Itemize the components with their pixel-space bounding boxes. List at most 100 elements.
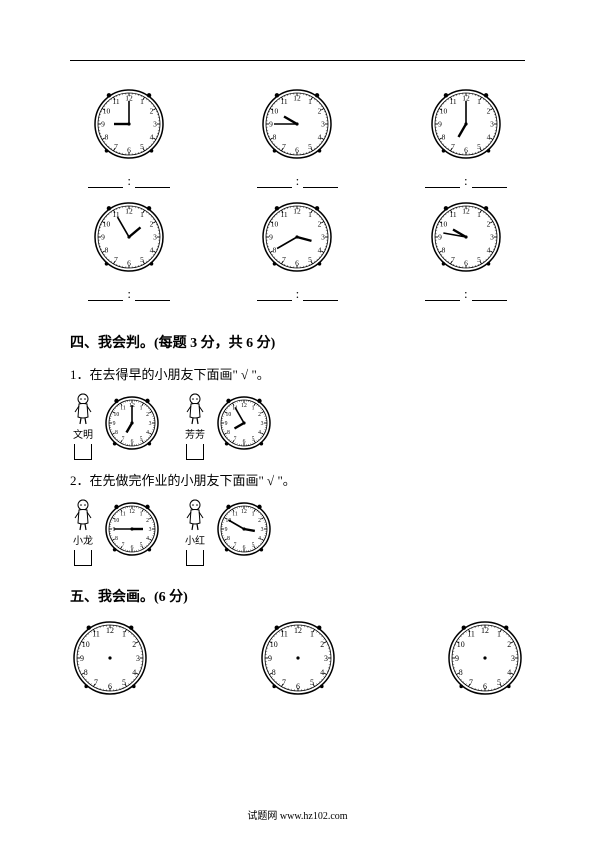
hour-blank[interactable] — [257, 174, 292, 188]
svg-text:8: 8 — [441, 246, 445, 255]
svg-text:7: 7 — [122, 437, 125, 443]
check-box[interactable] — [74, 550, 92, 566]
child-name: 芳芳 — [185, 426, 205, 441]
kid-clock-pair: 小龙123456789101112 — [70, 497, 162, 566]
clock-cell: 123456789101112: — [407, 86, 525, 189]
check-box[interactable] — [186, 550, 204, 566]
svg-text:3: 3 — [153, 120, 157, 129]
minute-blank[interactable] — [472, 287, 507, 301]
svg-text:10: 10 — [269, 640, 277, 649]
clock-cell: 123456789101112: — [407, 199, 525, 302]
svg-text:3: 3 — [261, 421, 264, 427]
page-content: 123456789101112:123456789101112:12345678… — [0, 0, 595, 733]
svg-text:5: 5 — [122, 678, 126, 687]
svg-text:10: 10 — [457, 640, 465, 649]
svg-text:9: 9 — [268, 654, 272, 663]
check-box[interactable] — [186, 444, 204, 460]
svg-text:2: 2 — [258, 518, 261, 524]
check-box[interactable] — [74, 444, 92, 460]
svg-text:8: 8 — [115, 536, 118, 542]
svg-text:12: 12 — [241, 403, 247, 409]
svg-text:4: 4 — [507, 668, 511, 677]
time-separator: : — [296, 286, 300, 302]
kid-clock-pair: 芳芳123456789101112 — [182, 391, 274, 460]
svg-text:3: 3 — [149, 421, 152, 427]
svg-text:9: 9 — [80, 654, 84, 663]
child-name: 小红 — [185, 532, 205, 547]
section3-clock-grid: 123456789101112:123456789101112:12345678… — [70, 86, 525, 302]
clock-icon: 123456789101112 — [214, 499, 274, 564]
child-block: 芳芳 — [182, 391, 208, 460]
kid-clock-pair: 小红 123456789101112 — [182, 497, 274, 566]
svg-text:3: 3 — [153, 233, 157, 242]
blank-clock[interactable]: 123456789101112 — [258, 618, 338, 703]
svg-text:11: 11 — [120, 405, 126, 411]
svg-text:12: 12 — [129, 509, 135, 515]
minute-blank[interactable] — [303, 287, 338, 301]
svg-text:1: 1 — [252, 405, 255, 411]
hour-blank[interactable] — [425, 174, 460, 188]
svg-text:9: 9 — [101, 233, 105, 242]
clock-icon: 123456789101112 — [428, 86, 504, 167]
svg-text:4: 4 — [146, 536, 149, 542]
svg-text:10: 10 — [103, 220, 111, 229]
svg-text:4: 4 — [318, 246, 322, 255]
hour-blank[interactable] — [425, 287, 460, 301]
svg-text:8: 8 — [105, 133, 109, 142]
svg-text:4: 4 — [146, 430, 149, 436]
svg-text:4: 4 — [150, 133, 154, 142]
svg-text:1: 1 — [140, 405, 143, 411]
svg-text:8: 8 — [115, 430, 118, 436]
hour-blank[interactable] — [257, 287, 292, 301]
time-blank-row: : — [70, 286, 188, 302]
page-footer: 试题网 www.hz102.com — [0, 807, 595, 822]
svg-text:9: 9 — [438, 233, 442, 242]
svg-text:2: 2 — [318, 107, 322, 116]
svg-text:8: 8 — [273, 133, 277, 142]
svg-text:3: 3 — [322, 120, 326, 129]
svg-text:2: 2 — [486, 107, 490, 116]
time-blank-row: : — [407, 286, 525, 302]
svg-text:2: 2 — [146, 412, 149, 418]
minute-blank[interactable] — [135, 174, 170, 188]
svg-text:8: 8 — [84, 668, 88, 677]
svg-text:4: 4 — [258, 430, 261, 436]
svg-text:7: 7 — [451, 255, 455, 264]
svg-text:5: 5 — [310, 678, 314, 687]
clock-cell: 123456789101112: — [238, 199, 356, 302]
svg-text:11: 11 — [281, 210, 288, 219]
blank-clock[interactable]: 123456789101112 — [445, 618, 525, 703]
section5-clock-row: 1234567891011121234567891011121234567891… — [70, 618, 525, 703]
child-icon — [182, 497, 208, 531]
svg-text:2: 2 — [150, 220, 154, 229]
clock-icon: 123456789101112 — [259, 86, 335, 167]
svg-text:9: 9 — [270, 233, 274, 242]
svg-text:3: 3 — [490, 233, 494, 242]
svg-text:3: 3 — [149, 527, 152, 533]
child-icon — [182, 391, 208, 425]
svg-text:3: 3 — [261, 527, 264, 533]
hour-blank[interactable] — [88, 174, 123, 188]
section4-q2-row: 小龙 123456789101112 小红 123456789101112 — [70, 497, 525, 566]
svg-text:3: 3 — [322, 233, 326, 242]
clock-cell: 123456789101112: — [238, 86, 356, 189]
clock-icon: 123456789101112 — [91, 86, 167, 167]
svg-text:3: 3 — [324, 654, 328, 663]
svg-text:7: 7 — [469, 678, 473, 687]
clock-icon: 123456789101112 — [91, 199, 167, 280]
minute-blank[interactable] — [472, 174, 507, 188]
time-separator: : — [464, 286, 468, 302]
svg-text:9: 9 — [225, 527, 228, 533]
blank-clock[interactable]: 123456789101112 — [70, 618, 150, 703]
svg-text:4: 4 — [150, 246, 154, 255]
minute-blank[interactable] — [303, 174, 338, 188]
hour-blank[interactable] — [88, 287, 123, 301]
svg-text:9: 9 — [455, 654, 459, 663]
svg-text:8: 8 — [459, 668, 463, 677]
minute-blank[interactable] — [135, 287, 170, 301]
svg-text:7: 7 — [122, 543, 125, 549]
svg-text:4: 4 — [132, 668, 136, 677]
child-block: 小龙 — [70, 497, 96, 566]
svg-text:3: 3 — [490, 120, 494, 129]
clock-icon: 123456789101112 — [259, 199, 335, 280]
